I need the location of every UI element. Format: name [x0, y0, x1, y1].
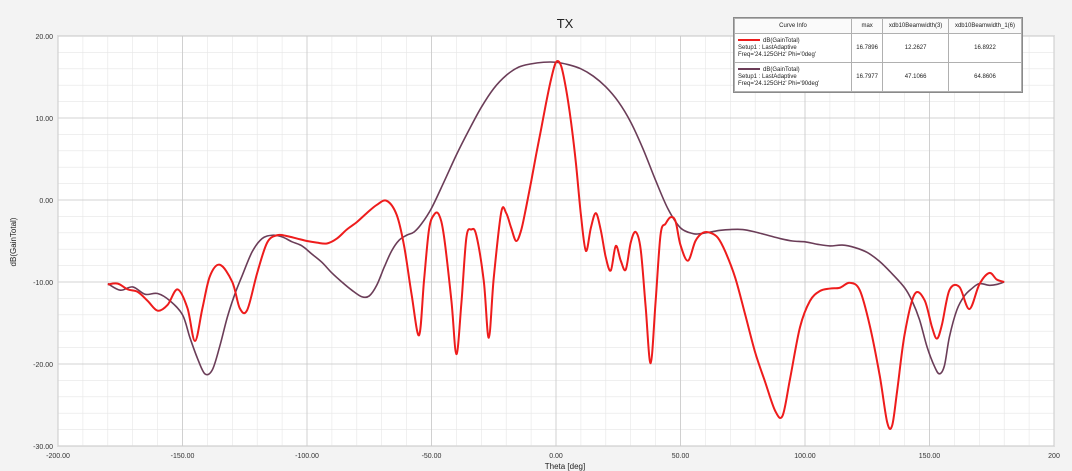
x-tick-label: 150.00: [919, 453, 941, 460]
legend-series-name-row: dB(GainTotal): [738, 38, 848, 45]
x-tick-label: -100.00: [295, 453, 319, 460]
y-axis-label: dB(GainTotal): [9, 217, 18, 266]
x-axis-label: Theta [deg]: [545, 462, 585, 471]
legend-curve-info: dB(GainTotal) Setup1 : LastAdaptive Freq…: [734, 62, 852, 92]
x-tick-label: 100.00: [794, 453, 816, 460]
chart-title: TX: [557, 16, 574, 31]
y-tick-label: 0.00: [39, 198, 53, 205]
legend-max: 16.7896: [850, 33, 884, 63]
y-tick-label: 10.00: [35, 116, 53, 123]
legend: Curve Info max xdb10Beamwidth(3) xdb10Be…: [733, 17, 1023, 93]
x-tick-label: -200.00: [46, 453, 70, 460]
legend-curve-info: dB(GainTotal) Setup1 : LastAdaptive Freq…: [734, 33, 852, 63]
series-line: [107, 60, 1005, 430]
legend-series-name-row: dB(GainTotal): [738, 67, 848, 74]
series-line: [107, 61, 1005, 376]
legend-series-name: dB(GainTotal): [763, 66, 800, 73]
y-tick-label: 20.00: [35, 34, 53, 41]
legend-header-bw3: xdb10Beamwidth(3): [882, 18, 949, 34]
y-tick-label: -10.00: [33, 280, 53, 287]
x-tick-label: 50.00: [672, 453, 690, 460]
legend-swatch-red: [738, 38, 760, 41]
legend-setup: Setup1 : LastAdaptive: [738, 44, 797, 51]
legend-series-name: dB(GainTotal): [763, 37, 800, 44]
legend-freq: Freq='24.125GHz' Phi='0deg': [738, 51, 816, 58]
x-tick-label: 200: [1048, 453, 1060, 460]
legend-header-row: Curve Info max xdb10Beamwidth(3) xdb10Be…: [734, 18, 1023, 34]
legend-bw3: 12.2627: [882, 33, 949, 63]
y-tick-label: -30.00: [33, 444, 53, 451]
x-tick-label: -150.00: [171, 453, 195, 460]
y-tick-label: -20.00: [33, 362, 53, 369]
legend-row: dB(GainTotal) Setup1 : LastAdaptive Freq…: [734, 62, 1023, 92]
x-tick-label: 0.00: [549, 453, 563, 460]
legend-bw6: 16.8922: [947, 33, 1023, 63]
legend-header-max: max: [850, 18, 884, 34]
legend-row: dB(GainTotal) Setup1 : LastAdaptive Freq…: [734, 33, 1023, 63]
x-tick-label: -50.00: [422, 453, 442, 460]
legend-setup: Setup1 : LastAdaptive: [738, 73, 797, 80]
legend-max: 16.7977: [850, 62, 884, 92]
legend-header-bw6: xdb10Beamwidth_1(6): [947, 18, 1023, 34]
legend-bw3: 47.1066: [882, 62, 949, 92]
legend-bw6: 64.8606: [947, 62, 1023, 92]
legend-header-curve-info: Curve Info: [734, 18, 852, 34]
legend-swatch-purple: [738, 67, 760, 70]
legend-freq: Freq='24.125GHz' Phi='90deg': [738, 80, 820, 87]
